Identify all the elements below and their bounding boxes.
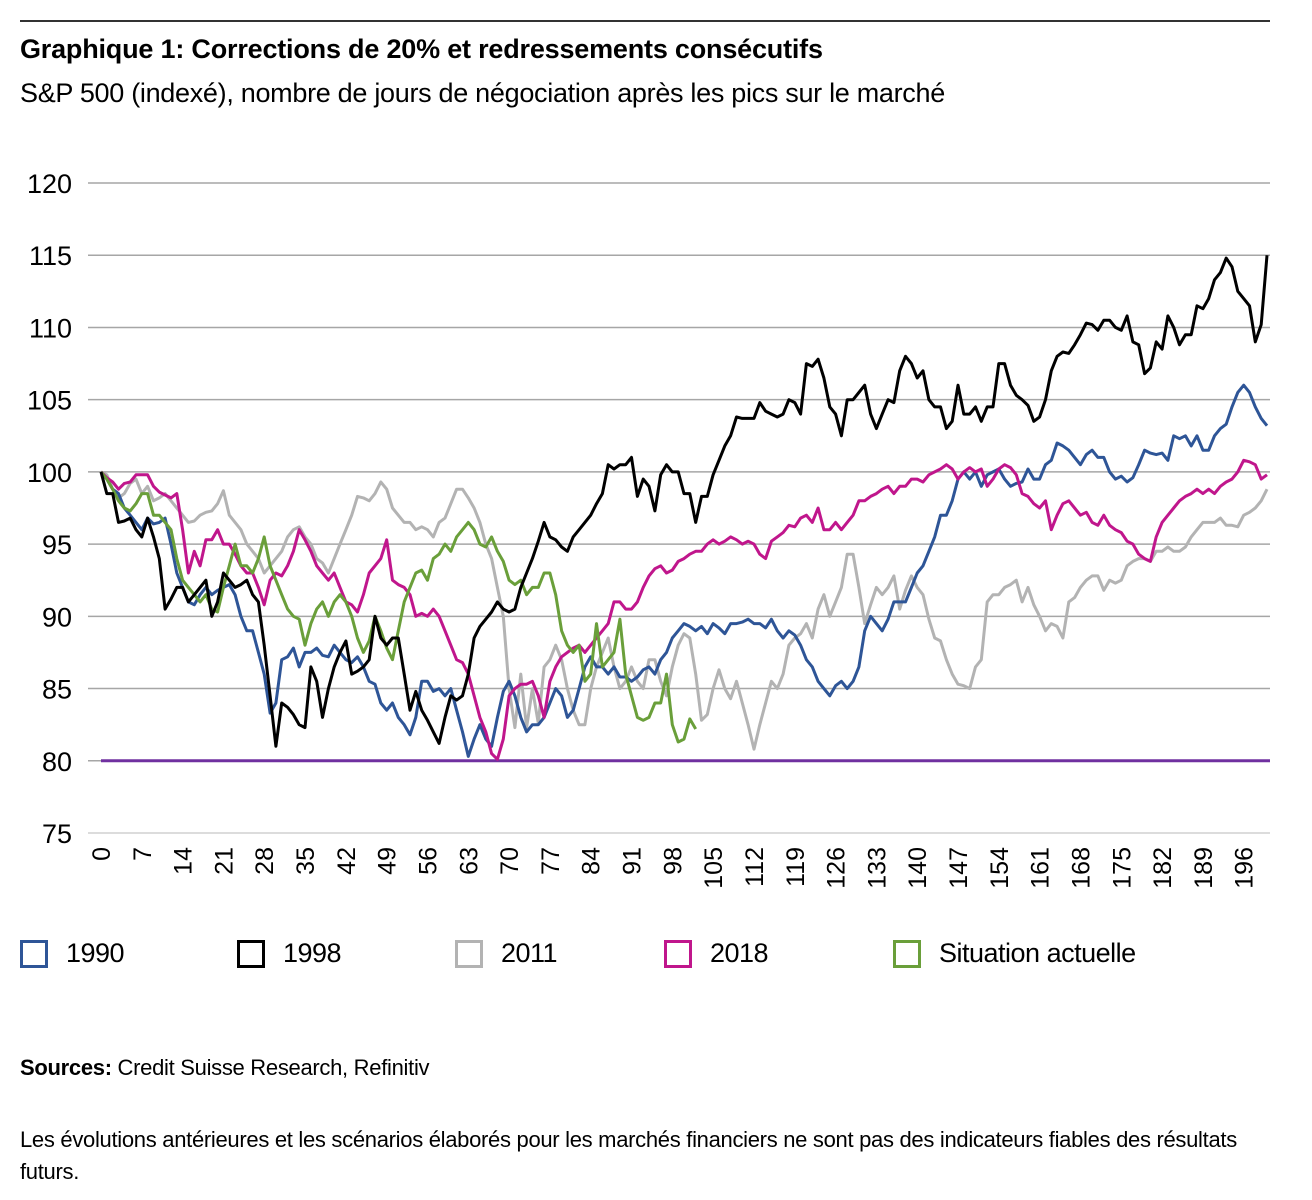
x-tick-label: 7 — [129, 847, 157, 861]
x-tick-label: 189 — [1190, 847, 1218, 889]
y-tick-label: 90 — [42, 602, 72, 632]
y-tick-label: 85 — [42, 675, 72, 705]
series-line-2011 — [100, 470, 1269, 751]
legend-item-2011: 2011 — [455, 938, 558, 969]
x-tick-label: 0 — [88, 847, 116, 861]
x-tick-label: 28 — [251, 847, 279, 875]
sources-text: Credit Suisse Research, Refinitiv — [111, 1055, 430, 1080]
series-line-2018 — [99, 458, 1268, 761]
legend-item-1990: 1990 — [20, 938, 125, 969]
sources-note: Sources: Credit Suisse Research, Refinit… — [20, 1055, 430, 1081]
y-tick-label: 95 — [42, 530, 72, 560]
y-tick-label: 80 — [42, 747, 72, 777]
x-tick-label: 196 — [1231, 847, 1259, 889]
x-tick-label: 126 — [823, 847, 851, 889]
legend-label: 1998 — [283, 938, 342, 968]
y-tick-label: 110 — [29, 313, 72, 343]
x-tick-label: 161 — [1027, 847, 1055, 889]
x-tick-label: 133 — [863, 847, 891, 889]
line-chart: 75 80 85 90 95 100 105 110 115 120 0 7 14 21 28 35 42 49… — [27, 169, 1270, 889]
y-tick-label: 115 — [29, 241, 72, 271]
x-tick-label: 182 — [1149, 847, 1177, 889]
legend-swatch-2018 — [664, 939, 692, 968]
legend-swatch-1990 — [20, 939, 48, 968]
x-tick-label: 140 — [904, 847, 932, 889]
x-tick-label: 14 — [170, 847, 198, 875]
x-axis-ticks: 0 7 14 21 28 35 42 49 56 63 70 77 84 91 98 105 112 119 126… — [88, 847, 1259, 889]
x-tick-label: 77 — [537, 847, 565, 875]
x-tick-label: 35 — [292, 847, 320, 875]
x-tick-label: 63 — [455, 847, 483, 875]
legend-label: Situation actuelle — [939, 938, 1136, 968]
top-rule — [20, 20, 1270, 22]
x-tick-label: 84 — [578, 847, 606, 875]
legend: 1990 1998 2011 2018 Situation actuelle — [0, 938, 1312, 978]
y-tick-label: 100 — [27, 458, 72, 488]
legend-label: 2018 — [710, 938, 769, 968]
chart-subtitle: S&P 500 (indexé), nombre de jours de nég… — [20, 78, 945, 108]
x-tick-label: 98 — [659, 847, 687, 875]
x-tick-label: 70 — [496, 847, 524, 875]
legend-item-situation-actuelle: Situation actuelle — [893, 938, 1136, 969]
chart-title: Graphique 1: Corrections de 20% et redre… — [20, 34, 823, 64]
y-tick-label: 105 — [27, 386, 72, 416]
y-axis-ticks: 75 80 85 90 95 100 105 110 115 120 — [27, 169, 72, 849]
legend-swatch-situation-actuelle — [893, 939, 921, 968]
series-lines — [99, 255, 1269, 761]
legend-swatch-1998 — [237, 939, 265, 968]
x-tick-label: 175 — [1108, 847, 1136, 889]
x-tick-label: 21 — [210, 847, 238, 875]
x-tick-label: 105 — [700, 847, 728, 889]
legend-item-2018: 2018 — [664, 938, 769, 969]
gridlines — [88, 182, 1270, 834]
series-line-1998 — [99, 255, 1269, 748]
legend-swatch-2011 — [455, 939, 483, 968]
y-tick-label: 120 — [27, 169, 72, 199]
legend-label: 2011 — [501, 938, 558, 968]
series-line-situation-actuelle — [99, 470, 697, 744]
x-tick-label: 119 — [782, 847, 810, 887]
y-tick-label: 75 — [42, 819, 72, 849]
legend-item-1998: 1998 — [237, 938, 342, 969]
disclaimer: Les évolutions antérieures et les scénar… — [20, 1127, 1237, 1184]
x-tick-label: 49 — [374, 847, 402, 875]
series-line-1990 — [99, 383, 1269, 758]
x-tick-label: 112 — [741, 847, 769, 887]
x-tick-label: 147 — [945, 847, 973, 889]
x-tick-label: 168 — [1067, 847, 1095, 889]
x-tick-label: 91 — [619, 847, 647, 875]
legend-label: 1990 — [66, 938, 125, 968]
x-tick-label: 42 — [333, 847, 361, 875]
x-tick-label: 56 — [414, 847, 442, 875]
x-tick-label: 154 — [986, 847, 1014, 889]
sources-label: Sources: — [20, 1055, 112, 1080]
